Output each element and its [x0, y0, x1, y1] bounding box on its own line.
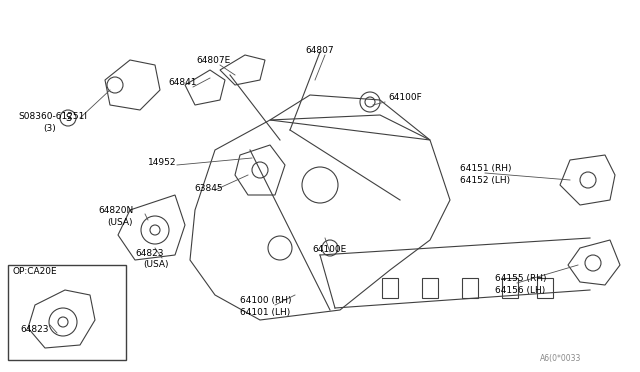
- Text: S08360-61251I: S08360-61251I: [18, 112, 87, 121]
- Text: 64152 (LH): 64152 (LH): [460, 176, 510, 185]
- Text: A6(0*0033: A6(0*0033: [540, 353, 581, 362]
- Text: 64820N: 64820N: [98, 205, 133, 215]
- Bar: [537, 278, 553, 298]
- Text: 64823: 64823: [20, 326, 49, 334]
- Text: 14952: 14952: [148, 157, 177, 167]
- Text: 64151 (RH): 64151 (RH): [460, 164, 511, 173]
- Text: 64100 (RH): 64100 (RH): [240, 295, 291, 305]
- Text: 64807E: 64807E: [196, 55, 230, 64]
- Bar: [8, 265, 126, 360]
- Bar: [502, 278, 518, 298]
- Text: (USA): (USA): [107, 218, 132, 227]
- Text: 64155 (RH): 64155 (RH): [495, 273, 547, 282]
- Text: OP:CA20E: OP:CA20E: [12, 267, 56, 276]
- Bar: [422, 278, 438, 298]
- Text: 64100F: 64100F: [388, 93, 422, 102]
- Text: 63845: 63845: [194, 183, 223, 192]
- Text: (3): (3): [43, 124, 56, 132]
- Text: 64823: 64823: [135, 248, 163, 257]
- Text: S: S: [65, 113, 71, 123]
- Text: 64156 (LH): 64156 (LH): [495, 285, 545, 295]
- Text: 64101 (LH): 64101 (LH): [240, 308, 291, 317]
- Text: (USA): (USA): [143, 260, 168, 269]
- Text: 64841: 64841: [168, 77, 196, 87]
- Bar: [462, 278, 478, 298]
- Text: 64807: 64807: [305, 45, 333, 55]
- Bar: [382, 278, 398, 298]
- Text: 64100E: 64100E: [312, 246, 346, 254]
